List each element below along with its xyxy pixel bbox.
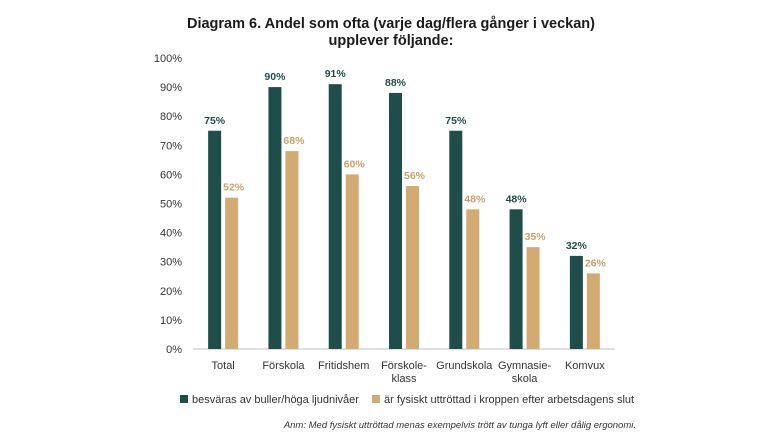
data-label: 75% <box>204 115 226 127</box>
x-category-label: skola <box>512 373 539 385</box>
bar <box>268 87 282 349</box>
y-tick-label: 30% <box>160 257 182 269</box>
bar <box>345 174 359 349</box>
bar <box>225 197 239 349</box>
y-tick-label: 10% <box>160 315 182 327</box>
x-category-label: Grundskola <box>436 360 493 372</box>
data-label: 52% <box>223 182 245 194</box>
y-tick-label: 40% <box>160 228 182 240</box>
data-label: 35% <box>525 231 547 243</box>
y-tick-label: 0% <box>166 344 182 356</box>
x-axis-categories: Total Förskola Fritidshem Förskole-klass Gru… <box>212 360 606 385</box>
bar <box>449 130 463 349</box>
chart-title: Diagram 6. Andel som ofta (varje dag/fle… <box>187 16 595 49</box>
y-tick-label: 90% <box>160 82 182 94</box>
bar <box>328 84 342 349</box>
data-label: 91% <box>325 68 347 80</box>
data-label: 88% <box>385 77 407 89</box>
y-tick-label: 20% <box>160 286 182 298</box>
data-label: 60% <box>344 158 366 170</box>
data-label: 26% <box>585 257 607 269</box>
y-tick-label: 100% <box>154 53 182 65</box>
y-tick-label: 80% <box>160 111 182 123</box>
bar <box>406 186 419 349</box>
y-tick-label: 60% <box>160 169 182 181</box>
data-label: 75% <box>445 115 467 127</box>
bar <box>509 209 523 349</box>
data-label: 68% <box>283 135 305 147</box>
y-tick-label: 70% <box>160 140 182 152</box>
y-tick-label: 50% <box>160 199 182 211</box>
data-label: 90% <box>264 71 286 83</box>
legend-swatch <box>180 395 188 403</box>
bar <box>526 247 540 349</box>
chart-title-line: Diagram 6. Andel som ofta (varje dag/fle… <box>187 16 595 32</box>
bar <box>586 273 600 349</box>
data-labels: 75% 52% 90% 68% 91% 60% 88% 56% 75% 48% 48% 35% 32% 2… <box>204 68 606 269</box>
bar <box>389 92 402 350</box>
x-category-label: Komvux <box>565 360 605 372</box>
x-category-label: Fritidshem <box>318 360 369 372</box>
data-label: 48% <box>506 193 528 205</box>
data-label: 32% <box>566 240 588 252</box>
y-axis: 0% 10% 20% 30% 40% 50% 60% 70% 80% 90% 100% <box>154 53 615 356</box>
bar <box>285 151 299 349</box>
legend-label: är fysiskt uttröttad i kroppen efter arb… <box>384 394 634 406</box>
legend-label: besväras av buller/höga ljudnivåer <box>192 394 359 406</box>
bar-series <box>208 84 600 350</box>
bar <box>208 130 222 349</box>
data-label: 48% <box>464 193 486 205</box>
x-category-label: Förskola <box>262 360 305 372</box>
x-category-label: Förskole- <box>381 360 427 372</box>
x-category-label: Total <box>212 360 235 372</box>
legend: besväras av buller/höga ljudnivåer är fys… <box>180 394 634 406</box>
chart-title-line: upplever följande: <box>329 33 454 49</box>
bar <box>466 209 480 349</box>
legend-swatch <box>372 395 380 403</box>
x-category-label: klass <box>391 373 417 385</box>
bar <box>569 255 583 349</box>
data-label: 56% <box>404 170 426 182</box>
chart-note: Anm: Med fysiskt uttröttad menas exempel… <box>283 420 636 431</box>
x-category-label: Gymnasie- <box>498 360 552 372</box>
